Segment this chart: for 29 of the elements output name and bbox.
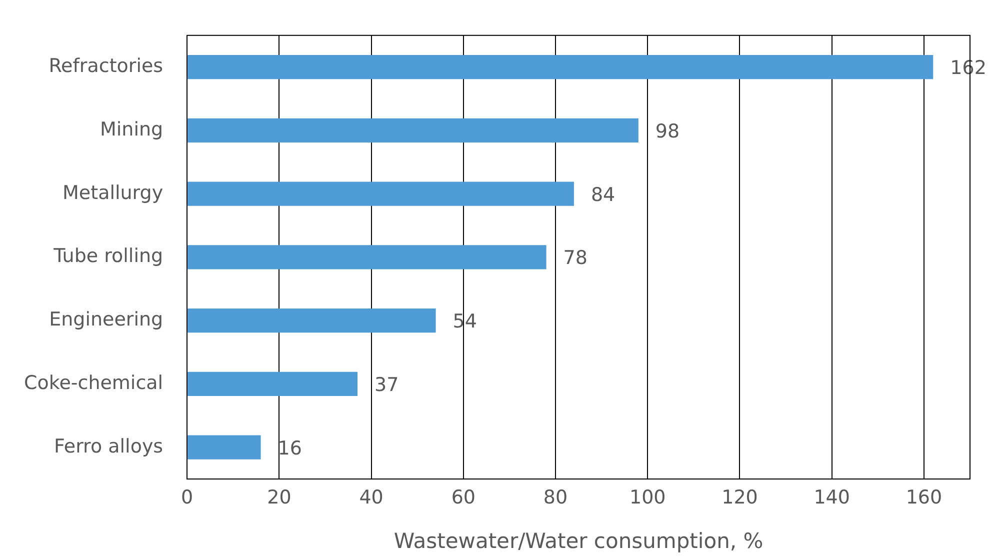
data-label: 16 [278,437,302,460]
data-label: 98 [655,120,680,142]
y-tick-label: Tube rolling [52,245,164,268]
x-tick-label: 0 [181,486,194,508]
x-tick-label: 140 [814,486,850,508]
x-tick-label: 60 [451,486,476,508]
bar [188,308,436,333]
y-tick-label: Ferro alloys [54,435,164,458]
bar [188,118,638,142]
x-tick-label: 160 [906,486,942,508]
data-label: 37 [374,374,399,396]
x-tick-label: 20 [267,486,292,508]
y-tick-label: Refractories [48,55,164,78]
bar [188,182,574,206]
bar [188,435,261,460]
x-tick-label: 100 [629,486,666,508]
bar [188,55,934,80]
x-tick-label: 80 [543,486,568,508]
x-axis-title: Wastewater/Water consumption, % [394,528,764,553]
bar [188,245,546,270]
y-tick-label: Engineering [49,308,164,331]
bar [188,372,358,396]
x-tick-label: 40 [359,486,384,508]
data-label: 84 [590,184,616,206]
data-label: 78 [563,247,588,270]
x-tick-label: 120 [722,486,758,508]
y-tick-label: Metallurgy [62,182,164,204]
y-tick-label: Mining [100,118,164,140]
y-tick-label: Coke-chemical [24,372,164,394]
